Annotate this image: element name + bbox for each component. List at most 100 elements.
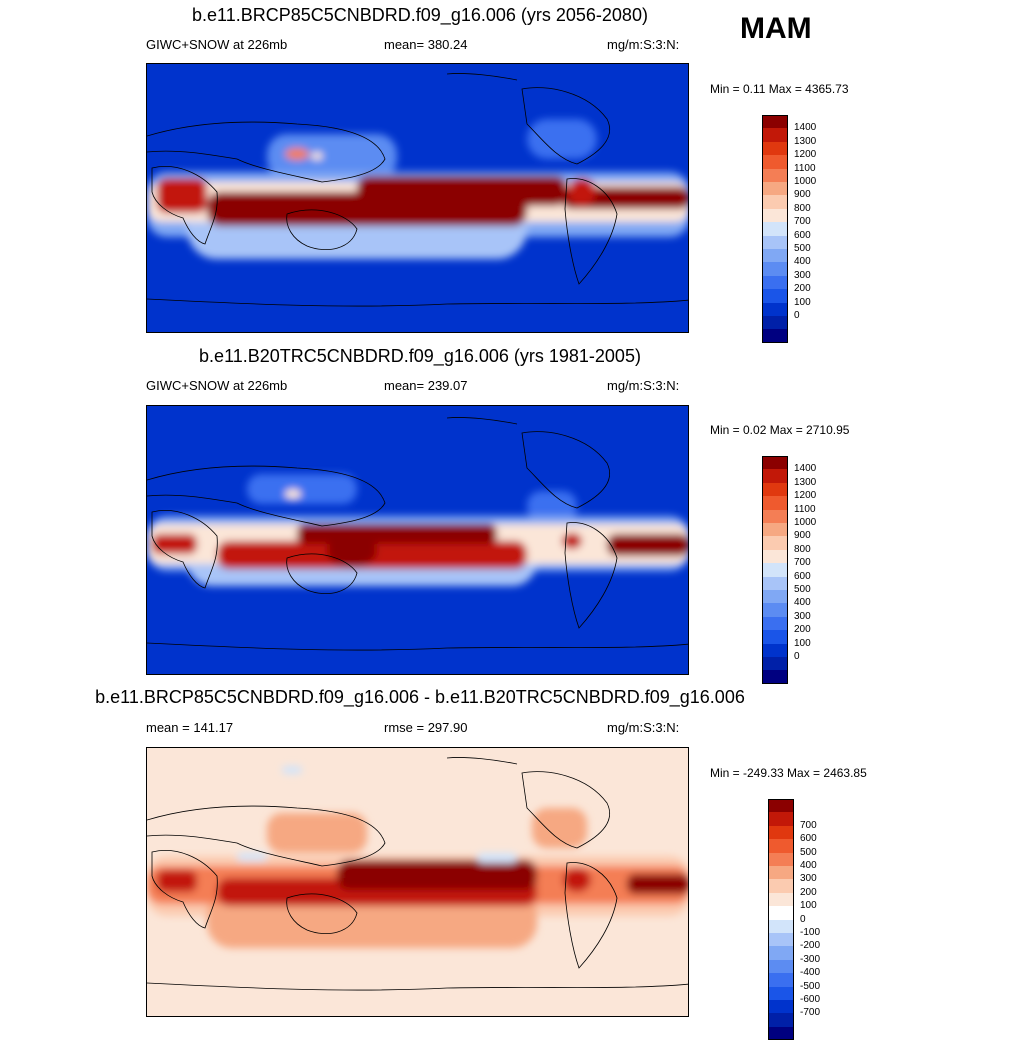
colorbar-swatch — [762, 249, 788, 263]
panel-2-mean-label: mean= 239.07 — [384, 378, 468, 393]
colorbar-swatch — [762, 115, 788, 129]
panel-1-minmax: Min = 0.11 Max = 4365.73 — [710, 82, 849, 96]
panel-2-title: b.e11.B20TRC5CNBDRD.f09_g16.006 (yrs 198… — [199, 346, 641, 366]
colorbar-swatch — [762, 563, 788, 577]
colorbar-swatch — [762, 316, 788, 330]
colorbar-tick-label: 1200 — [794, 149, 817, 161]
colorbar-swatch — [768, 866, 794, 880]
colorbar-swatch — [762, 168, 788, 182]
colorbar-swatch — [762, 643, 788, 657]
panel-1-variable-label: GIWC+SNOW at 226mb — [146, 37, 288, 52]
colorbar-swatch — [768, 825, 794, 840]
colorbar-tick-label: 0 — [794, 651, 800, 662]
panel-3-minmax: Min = -249.33 Max = 2463.85 — [710, 766, 867, 780]
colorbar-swatch — [762, 616, 788, 631]
colorbar-swatch — [762, 523, 788, 537]
colorbar-swatch — [762, 275, 788, 290]
colorbar-swatch — [762, 456, 788, 470]
colorbar-swatch — [768, 933, 794, 947]
panel-3-map — [146, 747, 689, 1017]
colorbar-swatch — [762, 302, 788, 316]
colorbar-tick-label: 1300 — [794, 476, 817, 488]
panel-2-units-label: mg/m:S:3:N: — [607, 378, 680, 393]
colorbar-tick-label: 600 — [794, 570, 811, 582]
colorbar-tick-label: 0 — [794, 310, 800, 321]
colorbar-tick-label: 100 — [794, 296, 811, 308]
colorbar-tick-label: 1400 — [794, 122, 817, 134]
panel-2-map — [146, 405, 689, 675]
colorbar-tick-label: 1100 — [794, 162, 816, 174]
colorbar-swatch — [762, 576, 788, 590]
colorbar-swatch — [762, 222, 788, 236]
colorbar-tick-label: 400 — [794, 256, 811, 268]
colorbar-tick-label: -500 — [800, 980, 821, 992]
colorbar-swatch — [768, 1026, 794, 1040]
colorbar-tick-label: 1000 — [794, 176, 817, 187]
colorbar-tick-label: 100 — [794, 637, 811, 649]
colorbar-tick-label: 700 — [794, 216, 811, 228]
colorbar-swatch — [768, 973, 794, 987]
colorbar-swatch — [762, 590, 788, 604]
colorbar-tick-label: 1300 — [794, 135, 817, 147]
colorbar-tick-label: 700 — [800, 819, 817, 831]
colorbar-tick-label: -200 — [800, 940, 821, 952]
colorbar-tick-label: 200 — [794, 624, 811, 636]
colorbar-tick-label: 900 — [794, 530, 811, 542]
panel-2-variable-label: GIWC+SNOW at 226mb — [146, 378, 288, 393]
panel-2-minmax: Min = 0.02 Max = 2710.95 — [710, 423, 850, 437]
colorbar-tick-label: 300 — [794, 610, 811, 622]
colorbar-tick-label: -700 — [800, 1007, 821, 1019]
colorbar-swatch — [762, 496, 788, 510]
colorbar-swatch — [762, 141, 788, 156]
colorbar-swatch — [762, 469, 788, 483]
panel-3-rmse-label: rmse = 297.90 — [384, 720, 468, 735]
colorbar-tick-label: 700 — [794, 557, 811, 569]
colorbar-swatch — [768, 879, 794, 893]
colorbar-tick-label: 600 — [794, 229, 811, 241]
colorbar-swatch — [762, 482, 788, 497]
colorbar-tick-label: 300 — [794, 269, 811, 281]
colorbar-tick-label: 400 — [800, 860, 817, 871]
colorbar-swatch — [762, 289, 788, 303]
panel-1-map — [146, 63, 689, 333]
colorbar-swatch — [762, 603, 788, 617]
colorbar-tick-label: 1400 — [794, 463, 817, 475]
colorbar-tick-label: 1200 — [794, 490, 817, 502]
colorbar-tick-label: 200 — [794, 283, 811, 295]
colorbar-swatch — [762, 536, 788, 550]
colorbar-swatch — [768, 1000, 794, 1014]
colorbar-swatch — [762, 128, 788, 142]
colorbar-swatch — [768, 892, 794, 907]
colorbar-swatch — [762, 182, 788, 196]
colorbar-swatch — [762, 155, 788, 169]
panel-1-colorbar: 0 100 200 300 400 500 600 700 800 900 1000 1100 1200… — [762, 115, 832, 343]
colorbar-swatch — [762, 195, 788, 209]
season-label: MAM — [740, 12, 812, 45]
colorbar-swatch — [762, 630, 788, 644]
colorbar-tick-label: 0 — [800, 913, 806, 925]
colorbar-tick-label: 500 — [800, 846, 817, 858]
colorbar-swatch — [768, 799, 794, 813]
colorbar-tick-label: 200 — [800, 886, 817, 898]
colorbar-tick-label: 400 — [794, 597, 811, 609]
colorbar-swatch — [768, 919, 794, 933]
panel-1-units-label: mg/m:S:3:N: — [607, 37, 680, 52]
colorbar-swatch — [762, 235, 788, 249]
colorbar-tick-label: 100 — [800, 900, 817, 912]
colorbar-tick-label: 300 — [800, 873, 817, 885]
colorbar-swatch — [762, 262, 788, 276]
panel-2-colorbar: 0 100 200 300 400 500 600 700 800 900 1000 1100 1200… — [762, 456, 832, 684]
panel-1-title: b.e11.BRCP85C5CNBDRD.f09_g16.006 (yrs 20… — [192, 5, 648, 25]
colorbar-swatch — [768, 959, 794, 974]
colorbar-swatch — [768, 1013, 794, 1027]
colorbar-tick-label: 1100 — [794, 503, 816, 515]
colorbar-tick-label: 900 — [794, 189, 811, 201]
colorbar-tick-label: -300 — [800, 953, 821, 965]
colorbar-swatch — [768, 906, 794, 920]
colorbar-swatch — [768, 986, 794, 1000]
colorbar-tick-label: 500 — [794, 243, 811, 254]
colorbar-tick-label: -100 — [800, 927, 821, 938]
colorbar-swatch — [762, 329, 788, 343]
colorbar-swatch — [762, 657, 788, 671]
colorbar-tick-label: 500 — [794, 584, 811, 595]
